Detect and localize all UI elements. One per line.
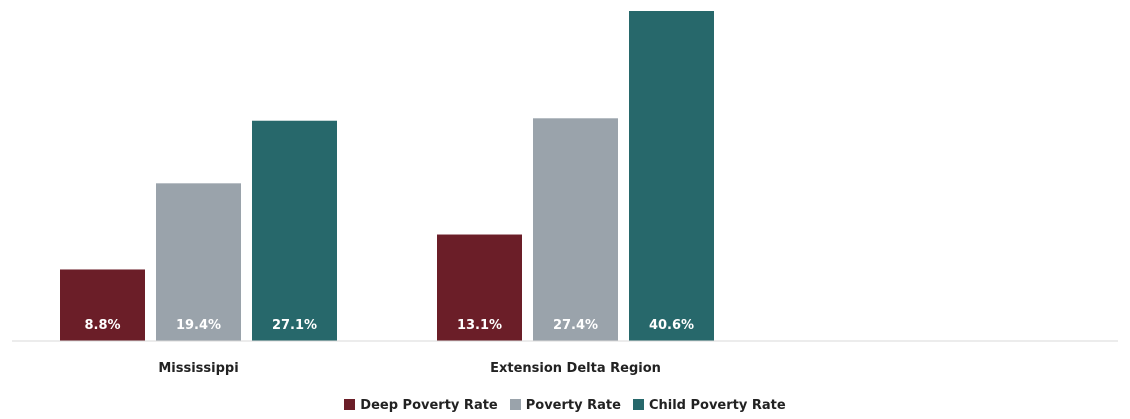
legend-item-poverty-rate: Poverty Rate	[509, 398, 621, 413]
data-label-extension-delta-region-child-poverty-rate: 40.6%	[649, 318, 694, 333]
legend-label: Child Poverty Rate	[648, 398, 786, 413]
bar-mississippi-poverty-rate	[156, 183, 241, 341]
legend-item-deep-poverty-rate: Deep Poverty Rate	[344, 398, 498, 413]
bar-extension-delta-region-poverty-rate	[533, 118, 618, 341]
data-label-mississippi-poverty-rate: 19.4%	[176, 318, 221, 333]
legend-item-child-poverty-rate: Child Poverty Rate	[632, 398, 786, 413]
data-label-extension-delta-region-poverty-rate: 27.4%	[553, 318, 598, 333]
category-labels: Mississippi Extension Delta Region	[158, 361, 661, 376]
category-label-extension-delta-region: Extension Delta Region	[490, 361, 661, 376]
data-label-mississippi-deep-poverty-rate: 8.8%	[84, 318, 120, 333]
category-label-mississippi: Mississippi	[158, 361, 238, 376]
bar-extension-delta-region-deep-poverty-rate	[437, 234, 522, 341]
legend-label: Deep Poverty Rate	[360, 398, 498, 413]
bar-extension-delta-region-child-poverty-rate	[629, 11, 714, 341]
legend: Deep Poverty Rate Poverty Rate Child Pover…	[0, 398, 1130, 413]
legend-label: Poverty Rate	[525, 398, 621, 413]
legend-swatch	[509, 399, 521, 410]
data-label-extension-delta-region-deep-poverty-rate: 13.1%	[457, 318, 502, 333]
bars-group: 8.8% 19.4% 27.1% 13.1% 27.4% 40.6%	[60, 11, 714, 341]
legend-swatch	[632, 399, 644, 410]
data-label-mississippi-child-poverty-rate: 27.1%	[272, 318, 317, 333]
legend-swatch	[344, 399, 356, 410]
bar-mississippi-deep-poverty-rate	[60, 269, 145, 341]
bar-mississippi-child-poverty-rate	[252, 120, 337, 341]
